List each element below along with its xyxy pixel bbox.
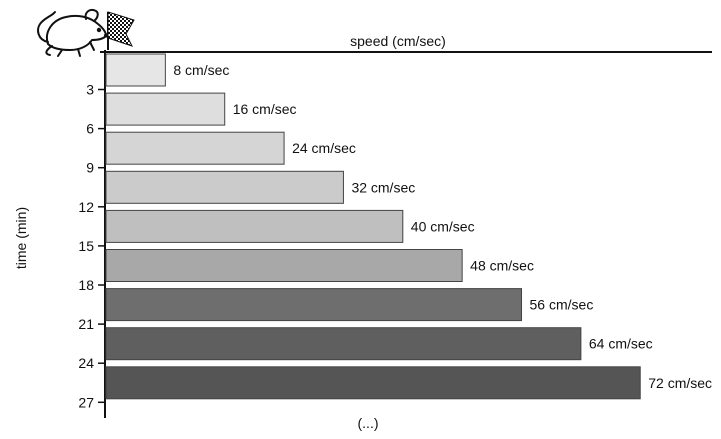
bar-value-label: 72 cm/sec	[648, 375, 712, 391]
bar-15	[105, 209, 404, 243]
y-tick-label: 9	[86, 160, 94, 176]
bar-24	[105, 327, 582, 361]
y-tick-label: 6	[86, 121, 94, 137]
ticks-group: 3 6 9 12 15 18 21 24 27	[78, 82, 105, 410]
y-tick-label: 15	[78, 238, 94, 254]
y-tick-label: 24	[78, 355, 94, 371]
bar-value-label: 48 cm/sec	[470, 258, 534, 274]
bar-value-label: 24 cm/sec	[292, 140, 356, 156]
mouse-icon	[37, 9, 113, 57]
y-tick-label: 21	[78, 316, 94, 332]
continuation-label: (...)	[358, 415, 379, 431]
bar-value-label: 40 cm/sec	[411, 218, 475, 234]
bars-group: 8 cm/sec 16 cm/sec 24 cm/sec 32 cm/sec 40 cm…	[105, 53, 712, 400]
bar-value-label: 56 cm/sec	[530, 297, 594, 313]
bar-value-label: 32 cm/sec	[351, 179, 415, 195]
bar-21	[105, 288, 523, 322]
y-tick-label: 3	[86, 82, 94, 98]
bar-27	[105, 366, 641, 400]
bar-6	[105, 92, 226, 126]
y-tick-label: 27	[78, 394, 94, 410]
x-axis-label: speed (cm/sec)	[350, 33, 446, 49]
y-tick-label: 12	[78, 199, 94, 215]
bar-value-label: 8 cm/sec	[173, 62, 229, 78]
bar-9	[105, 131, 285, 165]
bar-value-label: 16 cm/sec	[233, 101, 297, 117]
y-axis-label: time (min)	[13, 207, 29, 269]
y-tick-label: 18	[78, 277, 94, 293]
bar-value-label: 64 cm/sec	[589, 336, 653, 352]
bar-3	[105, 53, 166, 87]
bar-12	[105, 170, 344, 204]
bar-18	[105, 249, 463, 282]
checkered-flag-icon	[107, 11, 135, 50]
